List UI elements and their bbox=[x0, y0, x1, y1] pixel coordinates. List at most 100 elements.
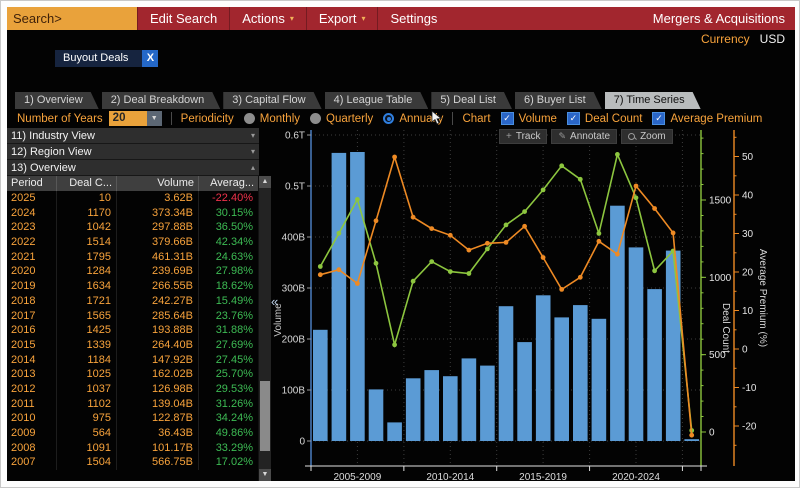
tab-1-overview[interactable]: 1) Overview bbox=[15, 92, 99, 109]
table-row-2019[interactable]: 2019 1634 266.55B 18.62% bbox=[7, 279, 259, 294]
table-scrollbar[interactable]: ▲ ▼ bbox=[258, 176, 271, 481]
tab-7-time-series[interactable]: 7) Time Series bbox=[605, 92, 701, 109]
scroll-down-icon[interactable]: ▼ bbox=[259, 469, 271, 481]
period-cell: 2017 bbox=[7, 308, 57, 324]
caret-up-icon[interactable]: ▴ bbox=[250, 163, 255, 172]
radio-annually-selected[interactable] bbox=[383, 113, 395, 124]
currency-label: Currency bbox=[700, 32, 750, 46]
column-header-averag[interactable]: Averag... bbox=[199, 176, 259, 191]
table-row-2011[interactable]: 2011 1102 139.04B 31.26% bbox=[7, 396, 259, 412]
tab-5-deal-list[interactable]: 5) Deal List bbox=[431, 92, 512, 109]
volume-cell: 239.69B bbox=[117, 264, 199, 280]
period-cell: 2014 bbox=[7, 352, 57, 368]
chevron-down-icon[interactable]: ▼ bbox=[146, 111, 162, 126]
avg-premium-cell: 36.50% bbox=[199, 220, 259, 236]
table-row-2010[interactable]: 2010 975 122.87B 34.24% bbox=[7, 411, 259, 426]
checkbox-label-average-premium[interactable]: Average Premium bbox=[670, 112, 763, 125]
close-icon[interactable]: X bbox=[142, 49, 159, 67]
deal-count-cell: 1514 bbox=[57, 235, 117, 250]
chart-plot[interactable]: 0100B200B300B400B0.5T0.6TVolume050010001… bbox=[271, 128, 791, 481]
avg-premium-cell: 27.98% bbox=[199, 264, 259, 280]
table-row-2009[interactable]: 2009 564 36.43B 49.86% bbox=[7, 426, 259, 441]
table-row-2007[interactable]: 2007 1504 566.75B 17.02% bbox=[7, 455, 259, 471]
column-header-deal-c[interactable]: Deal C... bbox=[57, 176, 117, 191]
column-header-period[interactable]: Period bbox=[7, 176, 57, 191]
tab-4-league-table[interactable]: 4) League Table bbox=[325, 92, 429, 109]
table-row-2017[interactable]: 2017 1565 285.64B 23.76% bbox=[7, 308, 259, 324]
table-row-2014[interactable]: 2014 1184 147.92B 27.45% bbox=[7, 352, 259, 368]
volume-cell: 373.34B bbox=[117, 205, 199, 221]
volume-cell: 162.02B bbox=[117, 367, 199, 382]
currency-value[interactable]: USD bbox=[759, 32, 785, 46]
chart-tool-track[interactable]: + Track bbox=[499, 129, 548, 144]
radio-quarterly[interactable] bbox=[310, 113, 322, 124]
checkbox-label-volume[interactable]: Volume bbox=[518, 112, 557, 125]
magnifier-icon bbox=[628, 132, 636, 141]
table-row-2015[interactable]: 2015 1339 264.40B 27.69% bbox=[7, 337, 259, 353]
collapse-panel-icon[interactable]: « bbox=[271, 294, 279, 309]
table-row-2022[interactable]: 2022 1514 379.66B 42.34% bbox=[7, 235, 259, 250]
period-cell: 2019 bbox=[7, 279, 57, 294]
table-row-2023[interactable]: 2023 1042 297.88B 36.50% bbox=[7, 220, 259, 236]
radio-monthly[interactable] bbox=[243, 113, 255, 124]
deal-count-cell: 1504 bbox=[57, 455, 117, 471]
checkbox-deal-count-checked[interactable]: ✓ bbox=[566, 112, 580, 125]
chart-tool-zoom[interactable]: Zoom bbox=[621, 129, 673, 144]
svg-text:2005-2009: 2005-2009 bbox=[333, 472, 381, 481]
checkbox-label-deal-count[interactable]: Deal Count bbox=[584, 112, 643, 125]
tab-6-buyer-list[interactable]: 6) Buyer List bbox=[515, 92, 602, 109]
table-row-2024[interactable]: 2024 1170 373.34B 30.15% bbox=[7, 205, 259, 221]
column-header-volume[interactable]: Volume bbox=[117, 176, 199, 191]
table-row-2008[interactable]: 2008 1091 101.17B 33.29% bbox=[7, 440, 259, 456]
svg-text:2015-2019: 2015-2019 bbox=[519, 472, 567, 481]
scroll-up-icon[interactable]: ▲ bbox=[259, 176, 271, 188]
top-menu-bar: Search> Edit Search Actions ▾ Export ▾ Settin… bbox=[7, 7, 795, 30]
table-row-2013[interactable]: 2013 1025 162.02B 25.70% bbox=[7, 367, 259, 382]
filter-tag[interactable]: Buyout Deals X bbox=[55, 49, 159, 67]
table-row-2016[interactable]: 2016 1425 193.88B 31.88% bbox=[7, 323, 259, 338]
period-cell: 2018 bbox=[7, 293, 57, 309]
scrollbar-thumb[interactable] bbox=[260, 381, 270, 451]
radio-label-quarterly[interactable]: Quarterly bbox=[326, 112, 374, 125]
table-row-2025[interactable]: 2025 10 3.62B -22.40% bbox=[7, 191, 259, 206]
radio-label-monthly[interactable]: Monthly bbox=[259, 112, 301, 125]
caret-down-icon: ▾ bbox=[289, 14, 294, 23]
years-input[interactable]: 20 ▼ bbox=[108, 111, 162, 126]
svg-text:10: 10 bbox=[742, 306, 754, 317]
table-header: Period Deal C... Volume Averag... bbox=[7, 176, 259, 191]
period-cell: 2021 bbox=[7, 249, 57, 265]
pencil-icon: ✎ bbox=[558, 131, 567, 141]
tab-2-deal-breakdown[interactable]: 2) Deal Breakdown bbox=[102, 92, 221, 109]
deal-count-cell: 1037 bbox=[57, 381, 117, 397]
volume-cell: 147.92B bbox=[117, 352, 199, 368]
table-row-2021[interactable]: 2021 1795 461.31B 24.63% bbox=[7, 249, 259, 265]
section-12-region-view[interactable]: 12) Region View ▾ bbox=[7, 144, 259, 160]
deal-count-cell: 1184 bbox=[57, 352, 117, 368]
section-11-industry-view[interactable]: 11) Industry View ▾ bbox=[7, 128, 259, 144]
search-input[interactable]: Search> bbox=[7, 7, 137, 30]
checkbox-average-premium-checked[interactable]: ✓ bbox=[652, 112, 666, 125]
section-label: 12) Region View bbox=[11, 145, 92, 158]
menu-item-actions[interactable]: Actions ▾ bbox=[229, 7, 306, 30]
menu-item-settings[interactable]: Settings bbox=[377, 7, 449, 30]
table-row-2018[interactable]: 2018 1721 242.27B 15.49% bbox=[7, 293, 259, 309]
deal-count-cell: 1284 bbox=[57, 264, 117, 280]
avg-premium-cell: 15.49% bbox=[199, 293, 259, 309]
years-value[interactable]: 20 bbox=[108, 111, 147, 126]
tab-bar: 1) Overview 2) Deal Breakdown 3) Capital F… bbox=[7, 90, 795, 109]
chart-tool-annotate[interactable]: ✎ Annotate bbox=[551, 129, 618, 144]
section-13-overview[interactable]: 13) Overview ▴ bbox=[7, 160, 259, 176]
checkbox-volume-checked[interactable]: ✓ bbox=[500, 112, 514, 125]
period-cell: 2008 bbox=[7, 440, 57, 456]
menu-item-export[interactable]: Export ▾ bbox=[305, 7, 378, 30]
caret-down-icon[interactable]: ▾ bbox=[250, 131, 255, 140]
menu-item-edit-search[interactable]: Edit Search bbox=[137, 7, 229, 30]
caret-down-icon[interactable]: ▾ bbox=[250, 147, 255, 156]
table-row-2020[interactable]: 2020 1284 239.69B 27.98% bbox=[7, 264, 259, 280]
caret-down-icon: ▾ bbox=[361, 14, 366, 23]
svg-text:20: 20 bbox=[742, 268, 754, 279]
svg-text:-20: -20 bbox=[742, 422, 757, 433]
table-row-2012[interactable]: 2012 1037 126.98B 29.53% bbox=[7, 381, 259, 397]
filter-tag-label: Buyout Deals bbox=[63, 52, 129, 64]
tab-3-capital-flow[interactable]: 3) Capital Flow bbox=[223, 92, 321, 109]
